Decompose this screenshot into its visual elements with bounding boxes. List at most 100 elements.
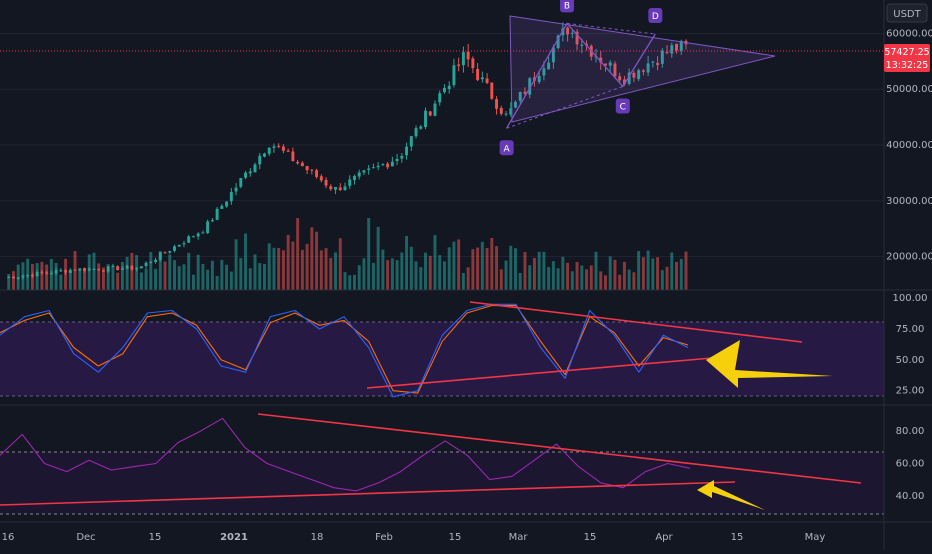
volume-bar xyxy=(622,261,626,290)
volume-bar xyxy=(679,258,683,290)
volume-bar xyxy=(414,261,418,290)
volume-bar xyxy=(518,273,522,290)
candle-body xyxy=(83,268,86,271)
volume-bar xyxy=(106,264,110,290)
candle-body xyxy=(130,265,134,270)
candle-body xyxy=(149,262,153,264)
volume-bar xyxy=(281,250,285,290)
volume-bar xyxy=(371,262,375,290)
volume-bar xyxy=(566,262,570,290)
volume-bar xyxy=(210,260,214,290)
volume-bar xyxy=(613,259,617,290)
volume-bar xyxy=(187,252,191,290)
volume-bar xyxy=(480,241,484,290)
volume-bar xyxy=(144,268,148,290)
candle-body xyxy=(196,233,200,237)
candle-body xyxy=(125,265,129,269)
volume-bar xyxy=(310,227,314,290)
volume-bar xyxy=(675,261,678,290)
volume-bar xyxy=(101,267,105,290)
candle-body xyxy=(220,205,224,209)
volume-bar xyxy=(258,263,262,290)
candle-body xyxy=(78,268,82,271)
candle-body xyxy=(182,243,186,245)
volume-bar xyxy=(447,247,451,290)
volume-bar xyxy=(509,245,513,290)
volume-bar xyxy=(523,252,527,290)
currency-badge[interactable] xyxy=(886,3,928,23)
candle-body xyxy=(215,208,219,220)
time-tick-label: May xyxy=(805,532,826,543)
volume-bar xyxy=(54,262,58,290)
candle-body xyxy=(670,45,674,54)
candle-body xyxy=(419,126,423,129)
volume-bar xyxy=(419,267,423,290)
candle-body xyxy=(73,269,77,271)
candle-body xyxy=(499,108,503,114)
volume-bar xyxy=(135,255,139,290)
candle-body xyxy=(518,91,522,101)
pattern-point-label: B xyxy=(564,1,570,11)
volume-bar xyxy=(604,275,607,290)
candle-body xyxy=(608,62,612,66)
time-tick-label: Apr xyxy=(655,532,673,543)
volume-bar xyxy=(296,218,300,290)
candle-body xyxy=(675,43,678,51)
volume-bar xyxy=(59,274,63,290)
candle-body xyxy=(353,176,356,180)
volume-bar xyxy=(253,254,257,290)
candle-body xyxy=(253,164,257,173)
volume-bar xyxy=(348,275,352,290)
price-tick-label: 20000.00 xyxy=(886,252,932,263)
candle-body xyxy=(466,51,470,60)
volume-bar xyxy=(386,260,390,290)
candle-body xyxy=(92,268,96,270)
candle-body xyxy=(651,61,655,63)
volume-bar xyxy=(656,257,660,290)
volume-bar xyxy=(263,264,266,290)
candle-body xyxy=(334,186,337,190)
volume-bar xyxy=(499,269,503,290)
volume-bar xyxy=(632,272,636,290)
candle-body xyxy=(21,275,25,278)
volume-bar xyxy=(570,271,574,290)
volume-bar xyxy=(556,268,560,290)
pattern-point-badge xyxy=(648,8,663,24)
volume-bar xyxy=(173,260,176,290)
abcd-path xyxy=(506,22,656,129)
candle-body xyxy=(376,165,380,168)
volume-bar xyxy=(461,272,465,290)
candle-body xyxy=(395,158,399,162)
volume-bar xyxy=(646,250,650,290)
volume-bar xyxy=(641,257,645,290)
volume-bar xyxy=(191,274,195,290)
volume-bar xyxy=(177,266,181,290)
rsi-line xyxy=(0,417,691,492)
time-tick-label: Feb xyxy=(375,532,393,543)
volume-bar xyxy=(362,258,366,290)
candle-body xyxy=(476,68,480,81)
volume-bar xyxy=(452,241,456,290)
candle-body xyxy=(551,47,555,63)
time-tick-label: 2021 xyxy=(220,532,248,543)
volume-bar xyxy=(305,243,309,290)
time-axis: 16 Dec 15 2021 18 Feb 15 Mar 15 Apr 15 May xyxy=(2,532,826,543)
volume-bar xyxy=(334,252,337,290)
candle-body xyxy=(580,44,584,46)
candle-body xyxy=(139,266,143,269)
candle-body xyxy=(471,58,475,69)
grid-lines xyxy=(0,32,884,258)
volume-bar xyxy=(433,235,437,290)
candle-body xyxy=(627,72,631,84)
price-tick-label: 40000.00 xyxy=(886,140,932,151)
volume-bar xyxy=(111,265,115,290)
candle-body xyxy=(542,68,546,76)
candle-body xyxy=(168,251,172,253)
volume-bar xyxy=(248,268,252,290)
candle-body xyxy=(547,62,551,70)
volume-bar xyxy=(225,264,229,290)
candle-body xyxy=(556,35,560,49)
price-tick-label: 50000.00 xyxy=(886,84,932,95)
stoch-arrow-icon xyxy=(706,340,833,388)
